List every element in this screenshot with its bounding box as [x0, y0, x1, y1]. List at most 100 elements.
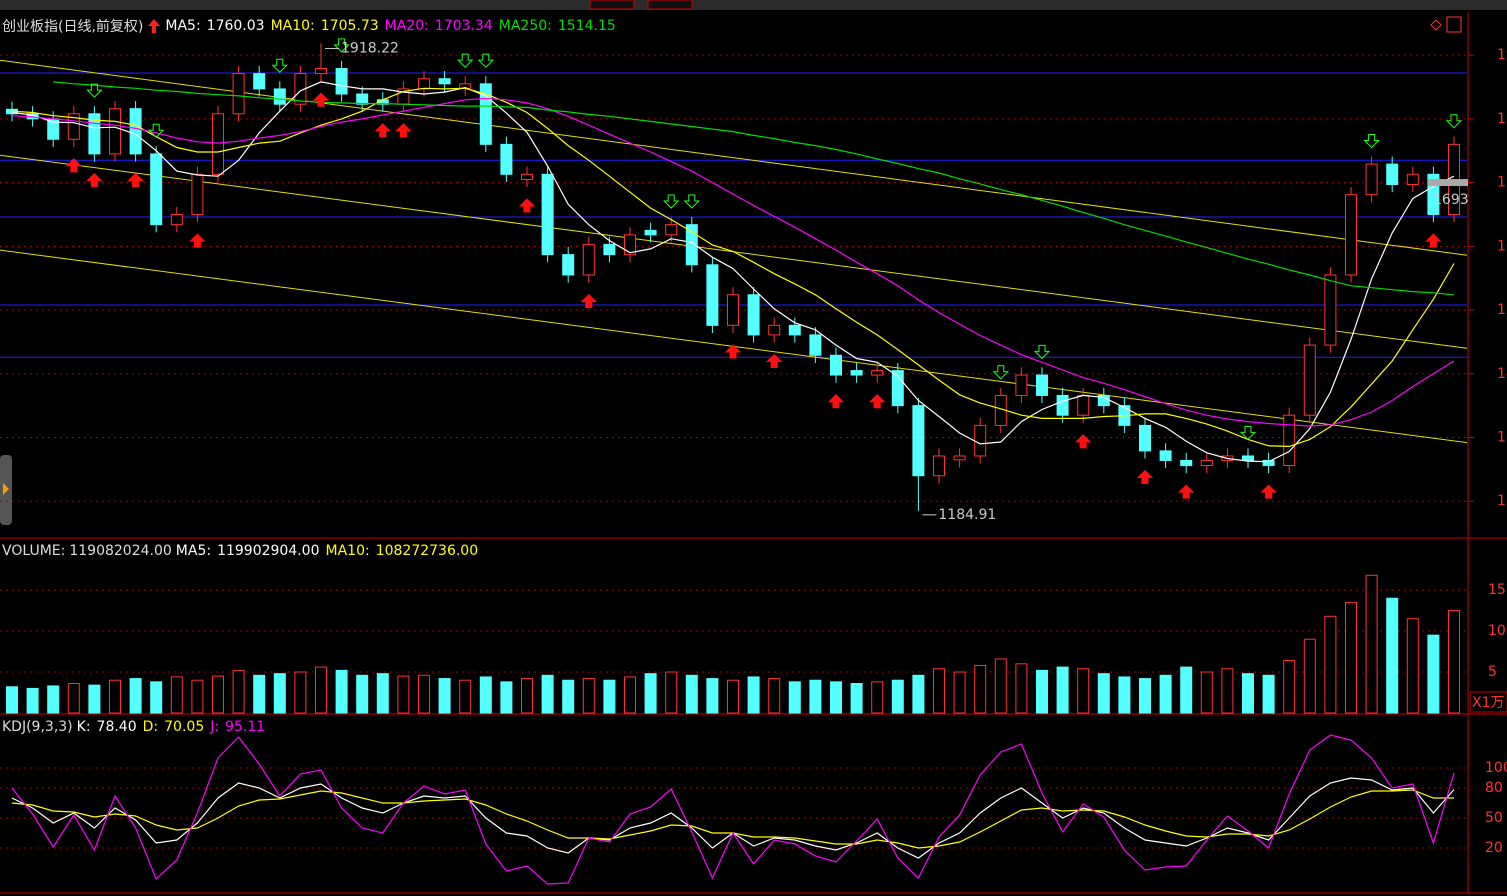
- indicator-name: MA10:: [325, 543, 370, 559]
- sell-signal: [1239, 425, 1257, 441]
- y-tick-label: 20: [1485, 840, 1503, 856]
- volume-bar: [562, 679, 575, 714]
- volume-bar: [1303, 638, 1316, 714]
- indicator-list: K: 78.40 D: 70.05 J: 95.11: [77, 719, 266, 735]
- price-header: 创业板指(日线,前复权) MA5: 1760.03 MA10: 1705.73 MA20…: [2, 16, 616, 36]
- side-tab-arrow: [3, 483, 9, 495]
- candle-body: [150, 153, 163, 226]
- volume-bar: [685, 674, 698, 714]
- candle-body: [1139, 424, 1151, 452]
- buy-signal: [127, 172, 144, 188]
- buy-signal: [518, 198, 536, 213]
- volume-bar: [1015, 663, 1028, 714]
- icon-diamond[interactable]: [1430, 19, 1442, 31]
- volume-bar: [747, 676, 760, 714]
- indicator-name: MA10:: [270, 18, 315, 34]
- kdj-title: KDJ(9,3,3): [2, 719, 73, 735]
- volume-bar: [974, 664, 987, 714]
- candle-body: [273, 88, 286, 105]
- candle-body: [335, 68, 348, 95]
- candle-body: [727, 294, 739, 326]
- candle-body: [809, 334, 822, 356]
- candle-body: [129, 108, 142, 155]
- y-tick-label: 50: [1485, 810, 1503, 826]
- sell-signal: [662, 194, 680, 209]
- y-tick-label: 80: [1485, 780, 1503, 796]
- volume-bar: [212, 675, 224, 714]
- candle-body: [1365, 163, 1378, 196]
- volume-bar: [26, 687, 39, 714]
- ma-line: [11, 97, 1455, 427]
- volume-bar: [1406, 618, 1419, 714]
- candle-body: [521, 173, 533, 180]
- menu-tab[interactable]: [647, 0, 693, 10]
- indicator-name: MA250:: [498, 18, 552, 34]
- ma-line: [11, 81, 1455, 463]
- candle-body: [1386, 163, 1399, 186]
- volume-bar: [624, 676, 636, 714]
- candle-body: [418, 78, 430, 90]
- series-value: 70.05: [164, 719, 205, 735]
- candle-body: [644, 229, 657, 236]
- volume-bar: [6, 686, 18, 714]
- candle-body: [67, 113, 80, 140]
- y-tick-label: 1400: [1497, 366, 1507, 382]
- candle-body: [1283, 414, 1296, 467]
- indicator-value: 1705.73: [320, 18, 379, 34]
- sell-signal: [1363, 133, 1380, 149]
- volume-bar: [1118, 676, 1131, 714]
- volume-bar: [500, 681, 513, 714]
- volume-bar: [727, 679, 739, 714]
- candle-body: [315, 68, 327, 75]
- candle-body: [1015, 374, 1028, 396]
- candle-body: [232, 73, 245, 115]
- candle-body: [603, 243, 616, 256]
- volume-bar: [850, 682, 863, 714]
- y-tick-label: 1700: [1497, 175, 1507, 191]
- candle-body: [1262, 459, 1275, 467]
- sell-signal: [477, 53, 495, 68]
- candle-body: [933, 455, 945, 477]
- volume-bar: [273, 673, 286, 714]
- y-tick-label: 1900: [1497, 47, 1507, 63]
- series-name: D:: [142, 719, 159, 735]
- volume-bar: [1200, 671, 1213, 714]
- candle-body: [170, 213, 183, 226]
- volume-bar: [1180, 666, 1193, 714]
- up-arrow-icon: [148, 19, 161, 33]
- volume-bar: [253, 674, 266, 714]
- volume-bar: [1283, 660, 1296, 714]
- icon-window[interactable]: [1446, 16, 1462, 33]
- max-label: 1918.22: [341, 41, 399, 57]
- candle-body: [1159, 450, 1172, 461]
- candle-body: [685, 224, 698, 266]
- candle-body: [624, 234, 636, 256]
- volume-bar: [603, 679, 616, 714]
- volume-bar: [541, 674, 554, 714]
- buy-signal: [1425, 233, 1442, 248]
- volume-bar: [644, 673, 657, 714]
- kdj-line: [11, 734, 1455, 885]
- volume-bar: [521, 678, 533, 714]
- volume-bar: [809, 679, 822, 714]
- buy-signal: [827, 393, 845, 409]
- volume-bar: [768, 678, 781, 714]
- volume-bar: [1139, 678, 1151, 714]
- menu-tab[interactable]: [589, 0, 635, 10]
- volume-bar: [1097, 673, 1110, 714]
- sell-signal: [683, 194, 701, 209]
- candle-body: [788, 324, 801, 336]
- volume-bar: [170, 676, 183, 714]
- buy-signal: [374, 123, 392, 138]
- volume-bar: [891, 679, 904, 714]
- candle-body: [974, 424, 987, 457]
- volume-title: VOLUME:: [2, 543, 66, 559]
- volume-bar: [1159, 674, 1172, 714]
- candle-body: [1345, 194, 1357, 276]
- y-tick-label: 5: [1488, 664, 1497, 680]
- volume-bar: [788, 681, 801, 714]
- candle-body: [1200, 459, 1213, 467]
- sell-signal: [456, 53, 474, 68]
